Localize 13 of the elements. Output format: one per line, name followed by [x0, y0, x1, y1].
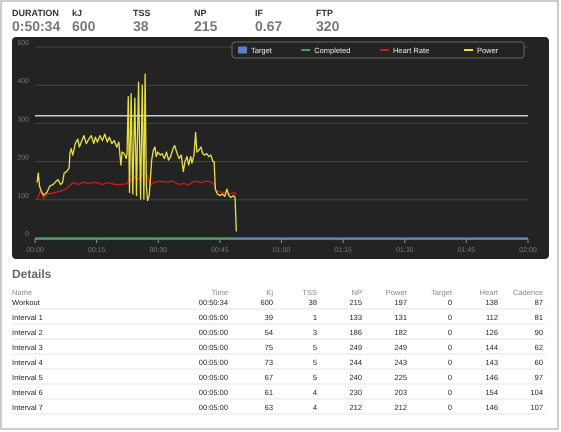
category-label: kJ [72, 8, 82, 18]
text: Details [12, 267, 52, 281]
category-label: DURATION [12, 8, 59, 18]
category-label: FTP [316, 8, 333, 18]
text: 38 [133, 18, 149, 34]
text: 0:50:34 [12, 18, 60, 34]
text: 320 [316, 18, 340, 34]
text: 215 [194, 18, 218, 34]
text: 0.67 [255, 18, 282, 34]
category-label: IF [255, 8, 264, 18]
category-label: TSS [133, 8, 151, 18]
text: 600 [72, 18, 96, 34]
category-label: NP [194, 8, 207, 18]
